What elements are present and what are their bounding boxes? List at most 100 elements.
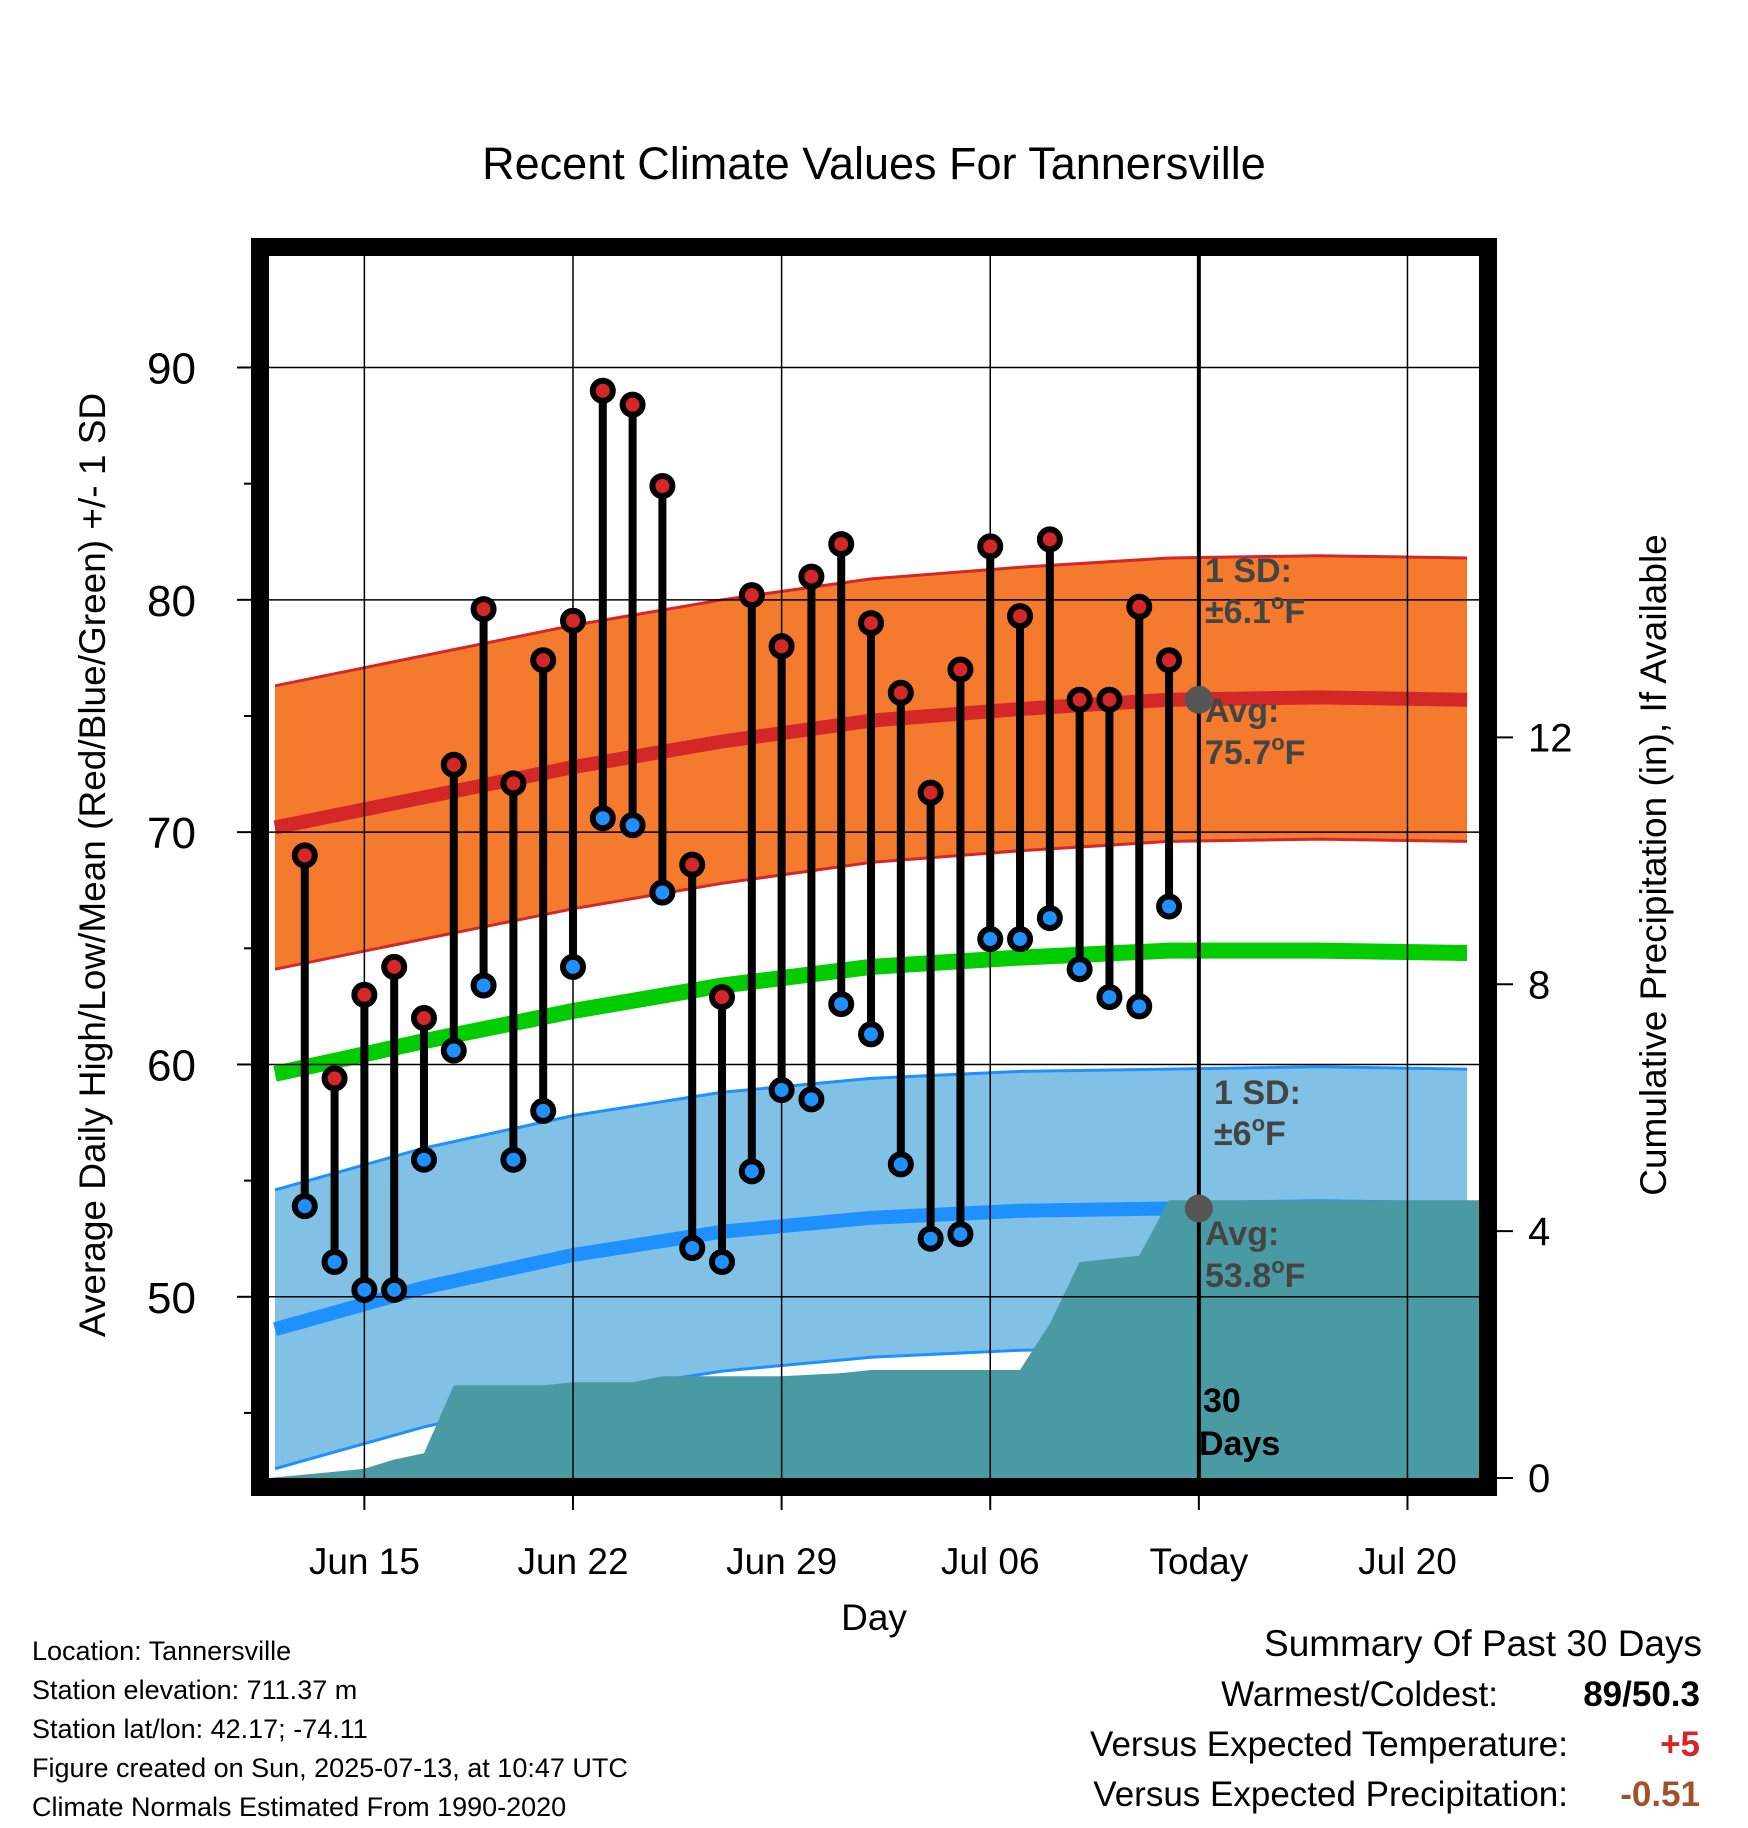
daily-high-point — [738, 582, 765, 609]
summary-temp-value: +5 — [1660, 1725, 1700, 1764]
x-tick-label: Jul 20 — [1358, 1541, 1457, 1582]
daily-low-point — [381, 1276, 408, 1303]
summary-title: Summary Of Past 30 Days — [1264, 1623, 1702, 1664]
daily-high-point — [947, 656, 974, 683]
daily-low-point — [440, 1037, 467, 1064]
low-avg-value: 53.8oF — [1205, 1253, 1305, 1295]
y-axis-label: Average Daily High/Low/Mean (Red/Blue/Gr… — [72, 393, 113, 1337]
daily-high-point — [470, 596, 497, 623]
daily-high-point — [887, 679, 914, 706]
daily-low-point — [559, 953, 586, 980]
daily-low-point — [917, 1225, 944, 1252]
daily-high-point — [500, 770, 527, 797]
today-high-normal-marker — [1184, 685, 1213, 714]
low-sd-upper-edge — [274, 1065, 1468, 1192]
high-sd-value: ±6.1oF — [1205, 589, 1305, 631]
chart-title: Recent Climate Values For Tannersville — [482, 138, 1266, 189]
window-unit: Days — [1199, 1425, 1280, 1463]
daily-high-point — [440, 751, 467, 778]
high-sd-label: 1 SD: — [1205, 552, 1292, 590]
daily-high-point — [1096, 686, 1123, 713]
daily-high-point — [1126, 593, 1153, 620]
y-tick-label: 60 — [147, 1041, 196, 1090]
daily-high-point — [589, 377, 616, 404]
low-avg-label: Avg: — [1205, 1215, 1279, 1253]
daily-low-point — [947, 1221, 974, 1248]
daily-low-point — [858, 1021, 885, 1048]
daily-low-point — [1126, 993, 1153, 1020]
x-tick-label: Jun 22 — [517, 1541, 628, 1582]
daily-low-point — [679, 1235, 706, 1262]
daily-high-point — [977, 533, 1004, 560]
high-sd-upper-edge — [274, 554, 1468, 688]
daily-low-point — [1156, 893, 1183, 920]
daily-low-point — [619, 812, 646, 839]
daily-high-point — [917, 779, 944, 806]
daily-low-point — [709, 1248, 736, 1275]
daily-low-point — [738, 1158, 765, 1185]
footer-created: Figure created on Sun, 2025-07-13, at 10… — [32, 1753, 628, 1783]
daily-high-point — [1007, 603, 1034, 630]
y-tick-label: 90 — [147, 345, 196, 394]
summary-warmest-label: Warmest/Coldest: — [1221, 1675, 1498, 1714]
x-tick-label: Today — [1149, 1541, 1248, 1582]
precip-area — [269, 1200, 1479, 1478]
daily-low-point — [530, 1097, 557, 1124]
x-axis-label: Day — [841, 1597, 907, 1638]
daily-low-point — [768, 1077, 795, 1104]
daily-low-point — [321, 1248, 348, 1275]
y-tick-label: 70 — [147, 809, 196, 858]
y-tick-label: 50 — [147, 1274, 196, 1323]
daily-high-point — [768, 633, 795, 660]
summary-precip-value: -0.51 — [1620, 1775, 1700, 1814]
daily-low-point — [589, 805, 616, 832]
x-tick-label: Jun 29 — [726, 1541, 837, 1582]
daily-low-point — [649, 879, 676, 906]
plot-frame — [251, 238, 1497, 1496]
daily-low-point — [1066, 956, 1093, 983]
daily-high-point — [619, 391, 646, 418]
footer-normals: Climate Normals Estimated From 1990-2020 — [32, 1792, 567, 1822]
footer-latlon: Station lat/lon: 42.17; -74.11 — [32, 1714, 368, 1744]
daily-high-point — [828, 531, 855, 558]
low-sd-label: 1 SD: — [1214, 1074, 1301, 1112]
high-avg-label: Avg: — [1205, 692, 1279, 730]
daily-low-point — [410, 1146, 437, 1173]
daily-high-point — [1066, 686, 1093, 713]
x-tick-label: Jul 06 — [941, 1541, 1040, 1582]
daily-low-point — [470, 972, 497, 999]
daily-high-point — [559, 607, 586, 634]
y-tick-label: 80 — [147, 577, 196, 626]
daily-high-point — [1156, 647, 1183, 674]
daily-low-point — [887, 1151, 914, 1178]
daily-high-point — [410, 1005, 437, 1032]
daily-low-point — [798, 1086, 825, 1113]
daily-high-point — [291, 842, 318, 869]
low-sd-value: ±6oF — [1214, 1111, 1286, 1153]
daily-low-point — [1096, 984, 1123, 1011]
daily-high-point — [679, 851, 706, 878]
window-number: 30 — [1203, 1382, 1241, 1420]
footer-location: Location: Tannersville — [32, 1636, 292, 1666]
y2-tick-label: 8 — [1528, 963, 1550, 1007]
y2-tick-label: 0 — [1528, 1457, 1550, 1501]
y2-tick-label: 4 — [1528, 1210, 1550, 1254]
y2-tick-label: 12 — [1528, 716, 1573, 760]
daily-low-point — [291, 1193, 318, 1220]
daily-low-point — [977, 926, 1004, 953]
y2-axis-label: Cumulative Precipitation (in), If Availa… — [1633, 534, 1674, 1196]
footer-elevation: Station elevation: 711.37 m — [32, 1675, 358, 1705]
daily-low-point — [1007, 926, 1034, 953]
daily-high-point — [649, 472, 676, 499]
daily-high-point — [858, 610, 885, 637]
today-low-normal-marker — [1184, 1194, 1213, 1223]
daily-low-point — [351, 1276, 378, 1303]
daily-low-point — [1036, 905, 1063, 932]
daily-high-point — [381, 953, 408, 980]
daily-low-point — [828, 991, 855, 1018]
daily-high-point — [530, 647, 557, 674]
summary-temp-label: Versus Expected Temperature: — [1090, 1725, 1568, 1764]
daily-high-point — [321, 1065, 348, 1092]
summary-warmest-value: 89/50.3 — [1583, 1675, 1700, 1714]
